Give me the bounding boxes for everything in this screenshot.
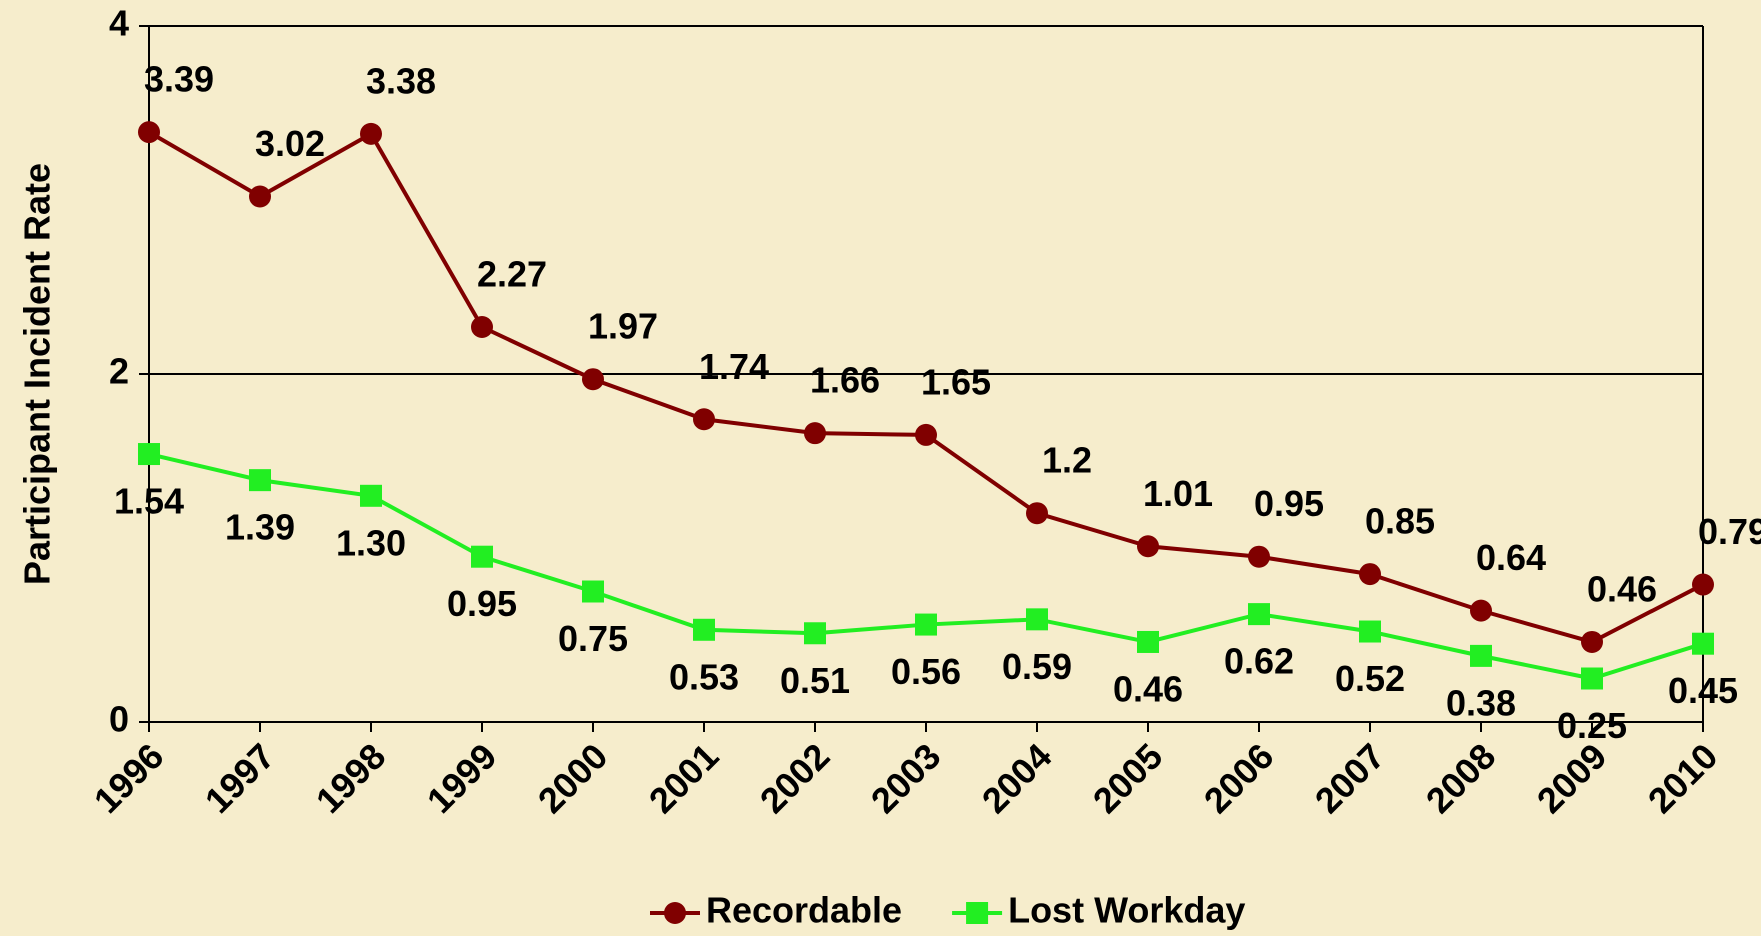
marker [471, 316, 493, 339]
data-label: 0.95 [447, 583, 517, 624]
data-label: 1.01 [1143, 473, 1213, 514]
marker [1470, 599, 1492, 622]
legend-marker [664, 902, 686, 924]
data-label: 0.25 [1557, 705, 1627, 746]
marker [1359, 563, 1381, 586]
marker [693, 618, 715, 641]
data-label: 1.97 [588, 306, 658, 347]
marker [915, 423, 937, 446]
legend-marker [966, 902, 989, 924]
data-label: 3.38 [366, 60, 436, 101]
marker [471, 545, 493, 568]
marker [1026, 608, 1048, 631]
legend-label: Lost Workday [1008, 890, 1245, 931]
legend-label: Recordable [706, 890, 902, 931]
data-label: 1.30 [336, 522, 406, 563]
data-label: 0.52 [1335, 658, 1405, 699]
data-label: 1.2 [1042, 440, 1092, 481]
marker [693, 408, 715, 431]
data-label: 0.53 [669, 656, 739, 697]
data-label: 1.66 [810, 360, 880, 401]
data-label: 0.46 [1113, 668, 1183, 709]
marker [360, 122, 382, 145]
data-label: 1.54 [114, 481, 184, 522]
y-tick-label: 2 [109, 351, 129, 392]
marker [1692, 573, 1714, 596]
data-label: 1.74 [699, 346, 769, 387]
marker [1692, 632, 1714, 655]
data-label: 0.59 [1002, 646, 1072, 687]
marker [1470, 644, 1492, 667]
y-tick-label: 0 [109, 699, 129, 740]
marker [1581, 667, 1603, 690]
data-label: 0.45 [1668, 670, 1738, 711]
data-label: 0.79 [1698, 511, 1761, 552]
marker [138, 443, 160, 466]
marker [249, 185, 271, 208]
marker [582, 368, 604, 391]
data-label: 2.27 [477, 254, 547, 295]
marker [1359, 620, 1381, 643]
marker [138, 121, 160, 144]
marker [1581, 630, 1603, 653]
marker [804, 622, 826, 645]
data-label: 0.46 [1587, 568, 1657, 609]
data-label: 0.64 [1476, 537, 1546, 578]
marker [1026, 502, 1048, 525]
marker [249, 469, 271, 492]
y-axis-title: Participant Incident Rate [17, 163, 58, 585]
y-tick-label: 4 [109, 3, 129, 44]
data-label: 0.62 [1224, 641, 1294, 682]
marker [582, 580, 604, 603]
data-label: 0.38 [1446, 682, 1516, 723]
marker [1137, 535, 1159, 558]
data-label: 3.39 [144, 59, 214, 100]
data-label: 0.95 [1254, 483, 1324, 524]
data-label: 0.75 [558, 618, 628, 659]
marker [1137, 630, 1159, 653]
marker [1248, 545, 1270, 568]
marker [915, 613, 937, 636]
data-label: 0.51 [780, 660, 850, 701]
data-label: 1.65 [921, 361, 991, 402]
marker [360, 484, 382, 507]
data-label: 3.02 [255, 123, 325, 164]
marker [1248, 603, 1270, 626]
marker [804, 422, 826, 445]
data-label: 0.56 [891, 651, 961, 692]
data-label: 1.39 [225, 507, 295, 548]
data-label: 0.85 [1365, 501, 1435, 542]
